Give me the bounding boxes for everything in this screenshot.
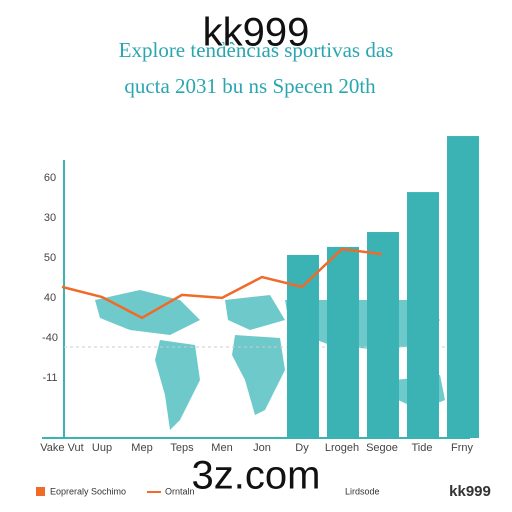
x-tick-label: Dy <box>295 442 309 454</box>
y-tick-label: 50 <box>44 252 56 264</box>
watermark: kk999 <box>203 11 310 55</box>
line <box>61 247 383 320</box>
watermark: 3z.com <box>192 454 321 498</box>
y-tick-label: -40 <box>42 332 58 344</box>
logo: kk999 <box>449 483 491 500</box>
y-tick-label: 30 <box>44 212 56 224</box>
legend-swatch <box>36 487 45 496</box>
chart-title: Explore tendências sportivas das <box>119 38 394 62</box>
legend-label: Orntaln <box>165 486 195 496</box>
y-tick-label: -11 <box>42 372 57 384</box>
x-tick-label: Men <box>211 442 232 454</box>
chart-subtitle: qucta 2031 bu ns Specen 20th <box>124 74 376 98</box>
bar <box>287 254 319 438</box>
x-tick-label: Teps <box>170 442 194 454</box>
bar <box>407 192 439 438</box>
x-tick-label: Lrogeh <box>325 442 359 454</box>
x-tick-label: Uup <box>92 442 112 454</box>
y-tick-label: 60 <box>44 172 56 184</box>
x-tick-label: Mep <box>131 442 152 454</box>
x-tick-label: Frny <box>451 442 474 454</box>
x-tick-label: Tide <box>412 442 433 454</box>
legend-label: Lirdsode <box>345 486 380 496</box>
y-tick-label: 40 <box>44 292 56 304</box>
x-tick-label: Jon <box>253 442 271 454</box>
x-tick-label: Vake Vut <box>40 442 83 454</box>
x-tick-label: Segoe <box>366 442 398 454</box>
bar <box>367 232 399 438</box>
bar <box>327 246 359 438</box>
legend-label: Eopreraly Sochimo <box>50 486 126 496</box>
bar <box>447 136 479 438</box>
